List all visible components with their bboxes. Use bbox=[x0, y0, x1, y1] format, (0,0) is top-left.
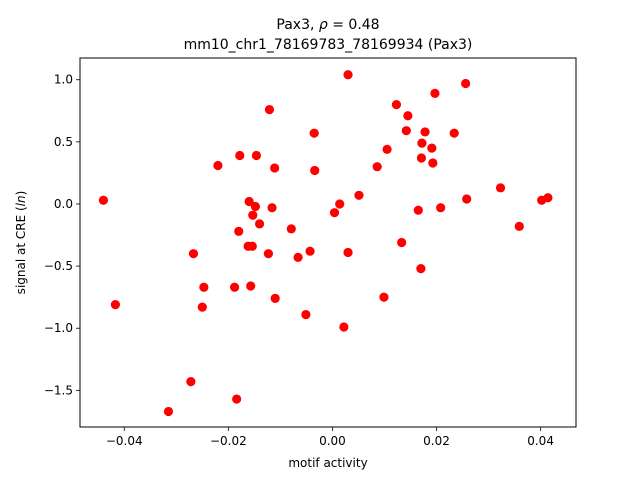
data-point-24 bbox=[270, 293, 280, 304]
y-tick-label-3: 0.0 bbox=[54, 197, 73, 211]
x-tick-label-4: 0.04 bbox=[527, 434, 554, 448]
plot-frame bbox=[79, 57, 577, 428]
y-axis-label: signal at CRE (ln) bbox=[14, 191, 28, 295]
data-point-37 bbox=[372, 162, 382, 172]
data-point-21 bbox=[264, 104, 275, 115]
data-point-20 bbox=[263, 249, 274, 259]
data-point-30 bbox=[310, 165, 320, 176]
data-point-50 bbox=[428, 158, 438, 168]
y-tick-label-2: −0.5 bbox=[44, 259, 73, 273]
data-point-41 bbox=[397, 237, 407, 248]
y-tick-label-5: 1.0 bbox=[54, 73, 73, 87]
data-point-38 bbox=[379, 292, 389, 302]
y-tick-label-1: −1.0 bbox=[44, 321, 73, 335]
data-point-25 bbox=[286, 224, 296, 234]
data-point-35 bbox=[343, 247, 353, 258]
data-point-2 bbox=[163, 406, 174, 417]
y-axis-ticks: −1.5 −1.0 −0.5 0.0 0.5 1.0 bbox=[44, 73, 80, 397]
data-point-29 bbox=[309, 128, 319, 138]
data-point-33 bbox=[339, 322, 349, 332]
data-point-5 bbox=[197, 302, 207, 312]
data-point-44 bbox=[413, 205, 423, 215]
data-point-9 bbox=[232, 394, 242, 404]
data-point-3 bbox=[186, 377, 196, 387]
data-point-8 bbox=[229, 282, 240, 292]
data-point-51 bbox=[430, 88, 440, 99]
data-point-10 bbox=[234, 226, 244, 236]
data-point-48 bbox=[420, 127, 430, 137]
x-tick-label-3: 0.02 bbox=[423, 434, 450, 448]
data-point-7 bbox=[213, 160, 223, 171]
data-point-36 bbox=[354, 190, 364, 200]
data-point-14 bbox=[246, 281, 256, 291]
data-point-22 bbox=[267, 203, 277, 213]
data-point-59 bbox=[543, 193, 553, 203]
title-rho-symbol: ρ bbox=[319, 17, 328, 33]
data-point-31 bbox=[329, 208, 340, 218]
data-point-56 bbox=[495, 183, 506, 193]
data-point-34 bbox=[343, 70, 353, 80]
x-tick-label-0: −0.04 bbox=[106, 434, 143, 448]
data-point-4 bbox=[188, 249, 199, 259]
y-axis-label-prefix: signal at CRE ( bbox=[14, 206, 28, 294]
data-point-47 bbox=[417, 138, 427, 148]
data-point-45 bbox=[416, 263, 426, 274]
y-axis-label-italic: ln bbox=[14, 195, 28, 206]
data-point-40 bbox=[391, 99, 402, 110]
data-point-39 bbox=[382, 144, 392, 154]
data-point-42 bbox=[401, 126, 411, 136]
data-point-0 bbox=[98, 195, 109, 205]
data-point-23 bbox=[270, 163, 280, 173]
chart-title-line1: Pax3, ρ = 0.48 bbox=[276, 17, 379, 33]
data-point-26 bbox=[293, 252, 303, 263]
data-point-6 bbox=[199, 282, 209, 292]
y-axis-label-suffix: ) bbox=[14, 191, 28, 196]
data-points bbox=[98, 70, 553, 417]
data-point-15 bbox=[247, 241, 257, 251]
x-tick-label-1: −0.02 bbox=[210, 434, 247, 448]
data-point-1 bbox=[110, 300, 120, 310]
data-point-27 bbox=[301, 309, 311, 320]
data-point-55 bbox=[462, 194, 472, 204]
data-point-54 bbox=[461, 78, 471, 89]
data-point-13 bbox=[244, 196, 254, 207]
data-point-46 bbox=[416, 153, 427, 163]
data-point-57 bbox=[514, 221, 524, 231]
x-axis-label: motif activity bbox=[288, 456, 367, 470]
data-point-28 bbox=[305, 246, 315, 256]
title-rho-value: = 0.48 bbox=[328, 17, 380, 33]
data-point-52 bbox=[436, 203, 446, 213]
y-tick-label-0: −1.5 bbox=[44, 383, 73, 397]
x-tick-label-2: 0.00 bbox=[319, 434, 346, 448]
data-point-16 bbox=[248, 210, 258, 220]
data-point-32 bbox=[335, 199, 345, 209]
title-prefix: Pax3, bbox=[276, 17, 319, 33]
chart-title-line2: mm10_chr1_78169783_78169934 (Pax3) bbox=[184, 37, 473, 53]
data-point-49 bbox=[427, 143, 437, 153]
data-point-18 bbox=[251, 150, 262, 161]
data-point-17 bbox=[250, 201, 260, 212]
data-point-11 bbox=[235, 150, 245, 161]
x-axis-ticks: −0.04 −0.02 0.00 0.02 0.04 bbox=[106, 427, 554, 448]
data-point-19 bbox=[254, 219, 265, 229]
data-point-43 bbox=[403, 111, 413, 121]
y-tick-label-4: 0.5 bbox=[54, 135, 73, 149]
data-point-53 bbox=[449, 128, 459, 138]
